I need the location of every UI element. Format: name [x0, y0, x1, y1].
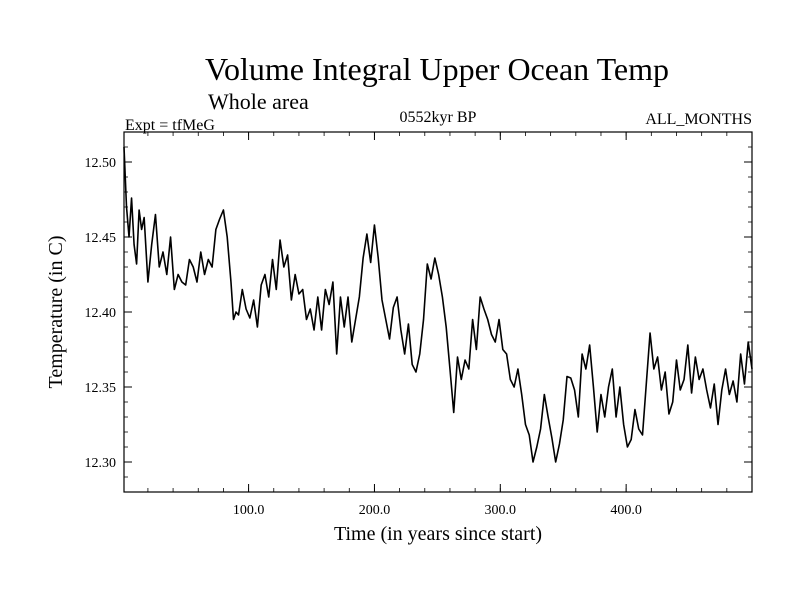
data-line: [123, 146, 753, 463]
experiment-label: Expt = tfMeG: [125, 117, 215, 134]
period-label: 0552kyr BP: [400, 109, 477, 126]
y-tick-label: 12.40: [85, 306, 117, 321]
y-tick-label: 12.30: [85, 456, 117, 471]
months-label: ALL_MONTHS: [645, 111, 752, 128]
x-tick-label: 300.0: [485, 503, 517, 518]
plot-frame: [123, 131, 753, 493]
x-tick-label: 400.0: [610, 503, 642, 518]
chart-title: Volume Integral Upper Ocean Temp: [205, 51, 669, 87]
chart-subtitle: Whole area: [208, 89, 309, 114]
y-tick-label: 12.50: [85, 156, 117, 171]
x-tick-label: 100.0: [233, 503, 265, 518]
y-tick-label: 12.45: [85, 231, 117, 246]
y-axis-label: Temperature (in C): [45, 236, 67, 389]
x-axis-label: Time (in years since start): [334, 523, 542, 545]
x-tick-label: 200.0: [359, 503, 391, 518]
y-tick-label: 12.35: [85, 381, 117, 396]
